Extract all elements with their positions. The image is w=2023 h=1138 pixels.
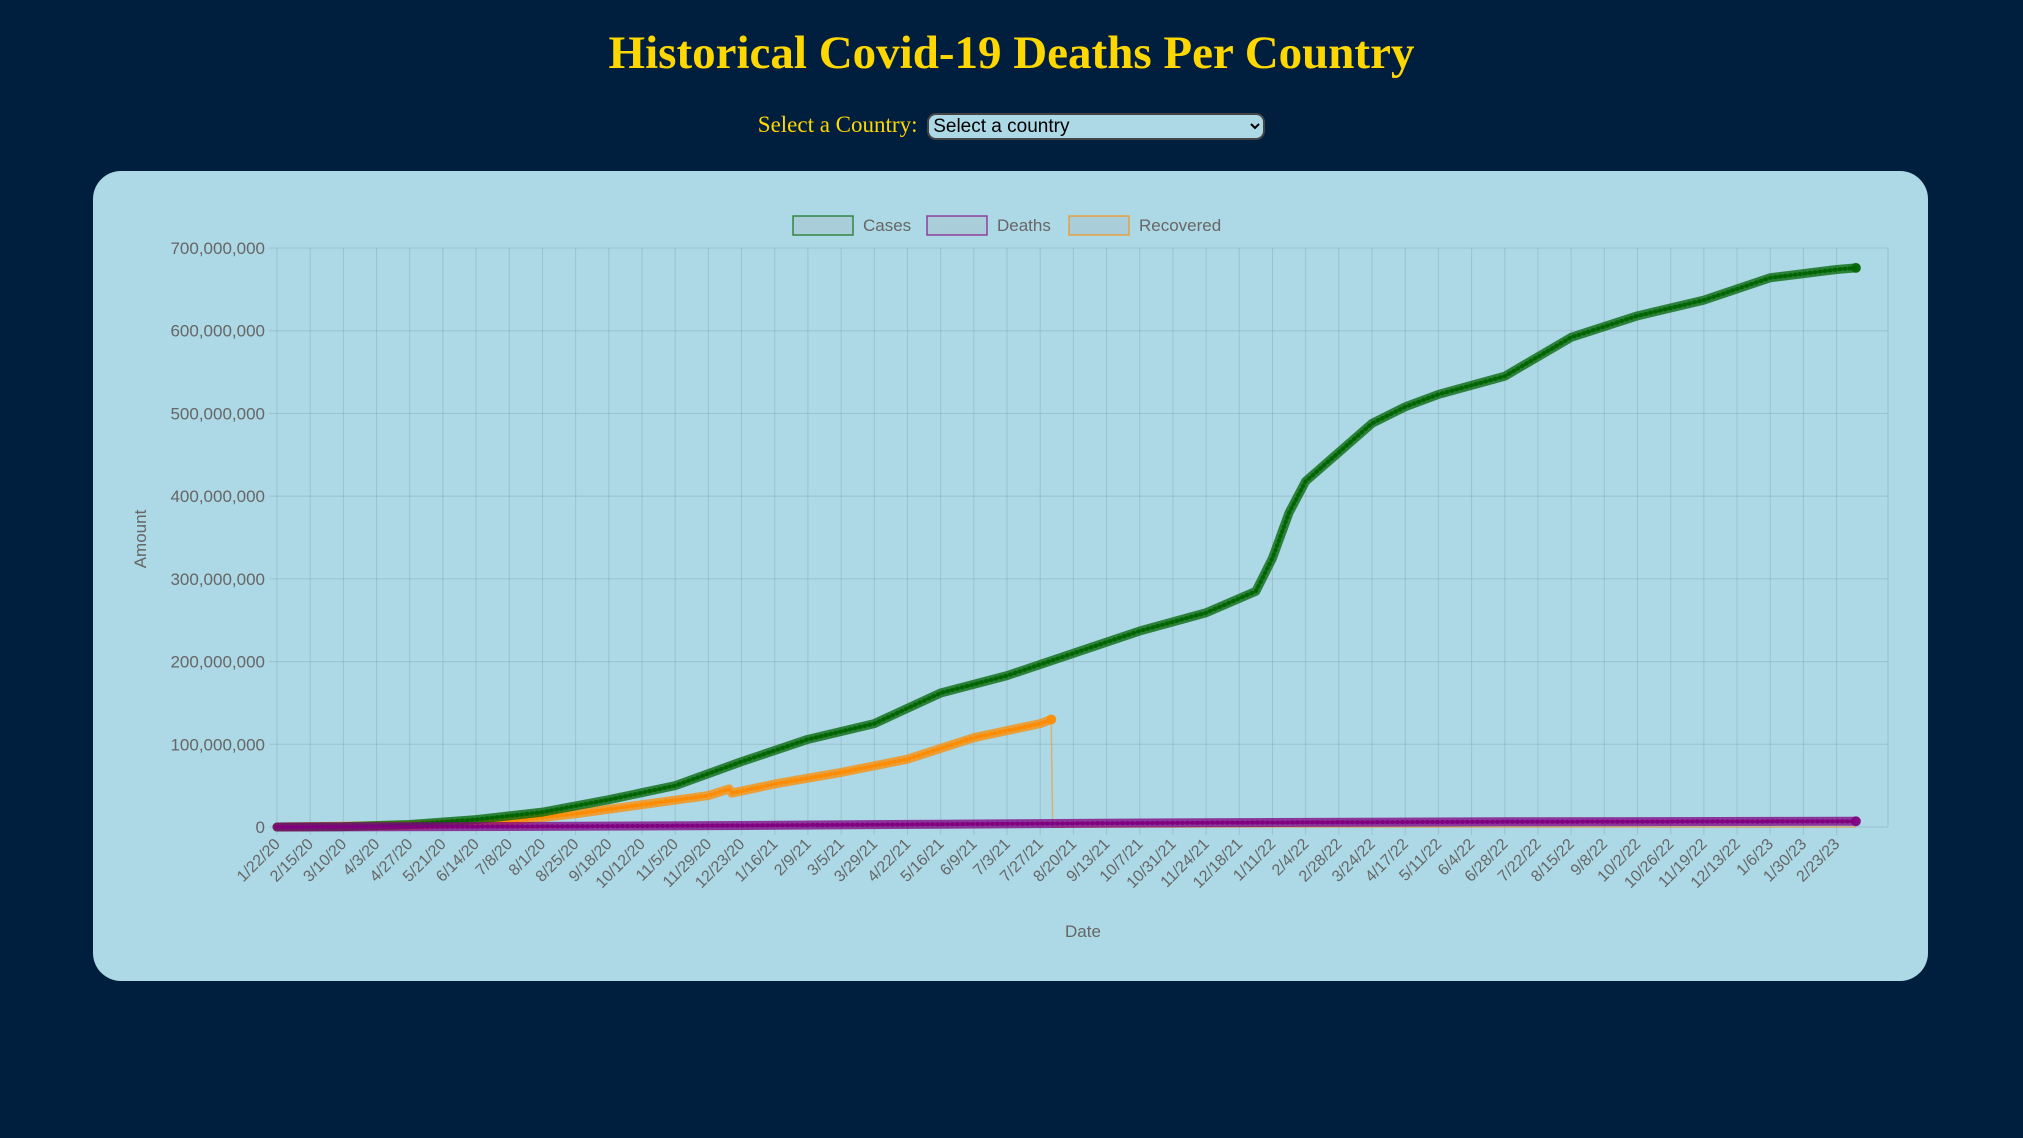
recovered-series-markers [275,717,1054,829]
cases-series-markers [275,265,1858,829]
y-axis-label: Amount [131,509,150,568]
y-tick-label: 400,000,000 [170,487,265,506]
legend[interactable]: Cases Deaths Recovered [792,215,1221,236]
legend-label-recovered: Recovered [1139,216,1221,235]
recovered-series-tail [1050,719,1856,828]
y-tick-label: 500,000,000 [170,404,265,423]
legend-item-cases[interactable]: Cases [792,215,911,236]
series [272,262,1861,832]
country-selector-row: Select a Country: Select a country [0,112,2023,141]
chart: 0 100,000,000 200,000,000 300,000,000 400,00… [131,215,1889,941]
y-tick-label: 0 [256,818,265,837]
y-tick-label: 100,000,000 [170,735,265,754]
legend-swatch-recovered [1068,215,1130,236]
cases-end-point [1850,262,1861,273]
chart-card: 0 100,000,000 200,000,000 300,000,000 400,00… [93,171,1928,981]
x-tick-label: 6/9/21 [937,836,981,880]
y-tick-label: 300,000,000 [170,570,265,589]
x-tick-label: 7/8/20 [473,836,517,880]
recovered-series-line [272,714,1056,832]
deaths-series-markers [275,819,1858,829]
y-tick-label: 200,000,000 [170,653,265,672]
grid [269,247,1889,835]
legend-swatch-deaths [926,215,988,236]
recovered-end-point [1046,714,1057,725]
legend-swatch-cases [792,215,854,236]
deaths-end-point [1850,816,1861,827]
legend-label-deaths: Deaths [997,216,1051,235]
legend-item-recovered[interactable]: Recovered [1068,215,1221,236]
country-select-label: Select a Country: [757,112,918,137]
cases-series-line [272,263,1861,832]
legend-item-deaths[interactable]: Deaths [926,215,1051,236]
page-title: Historical Covid-19 Deaths Per Country [608,27,1415,79]
x-tick-label: 2/9/21 [771,836,815,880]
y-tick-label: 600,000,000 [170,322,265,341]
x-axis-label: Date [1065,922,1101,941]
country-select[interactable]: Select a country [927,113,1266,141]
legend-label-cases: Cases [863,216,911,235]
y-tick-label: 700,000,000 [170,239,265,258]
